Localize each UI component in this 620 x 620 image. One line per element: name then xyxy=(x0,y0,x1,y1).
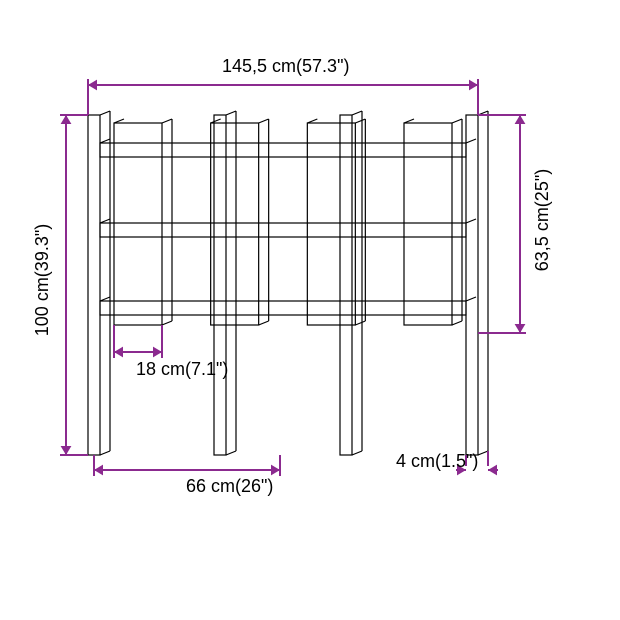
dim-right-height: 63,5 cm(25") xyxy=(532,169,552,271)
dim-slat-width: 18 cm(7.1") xyxy=(136,359,228,379)
dimension-diagram: 145,5 cm(57.3") 100 cm(39.3") 63,5 cm(25")… xyxy=(0,0,620,620)
dim-left-height: 100 cm(39.3") xyxy=(32,224,52,336)
dim-depth: 4 cm(1.5") xyxy=(396,451,478,471)
dim-leg-spacing: 66 cm(26") xyxy=(186,476,273,496)
dim-top-width: 145,5 cm(57.3") xyxy=(222,56,349,76)
